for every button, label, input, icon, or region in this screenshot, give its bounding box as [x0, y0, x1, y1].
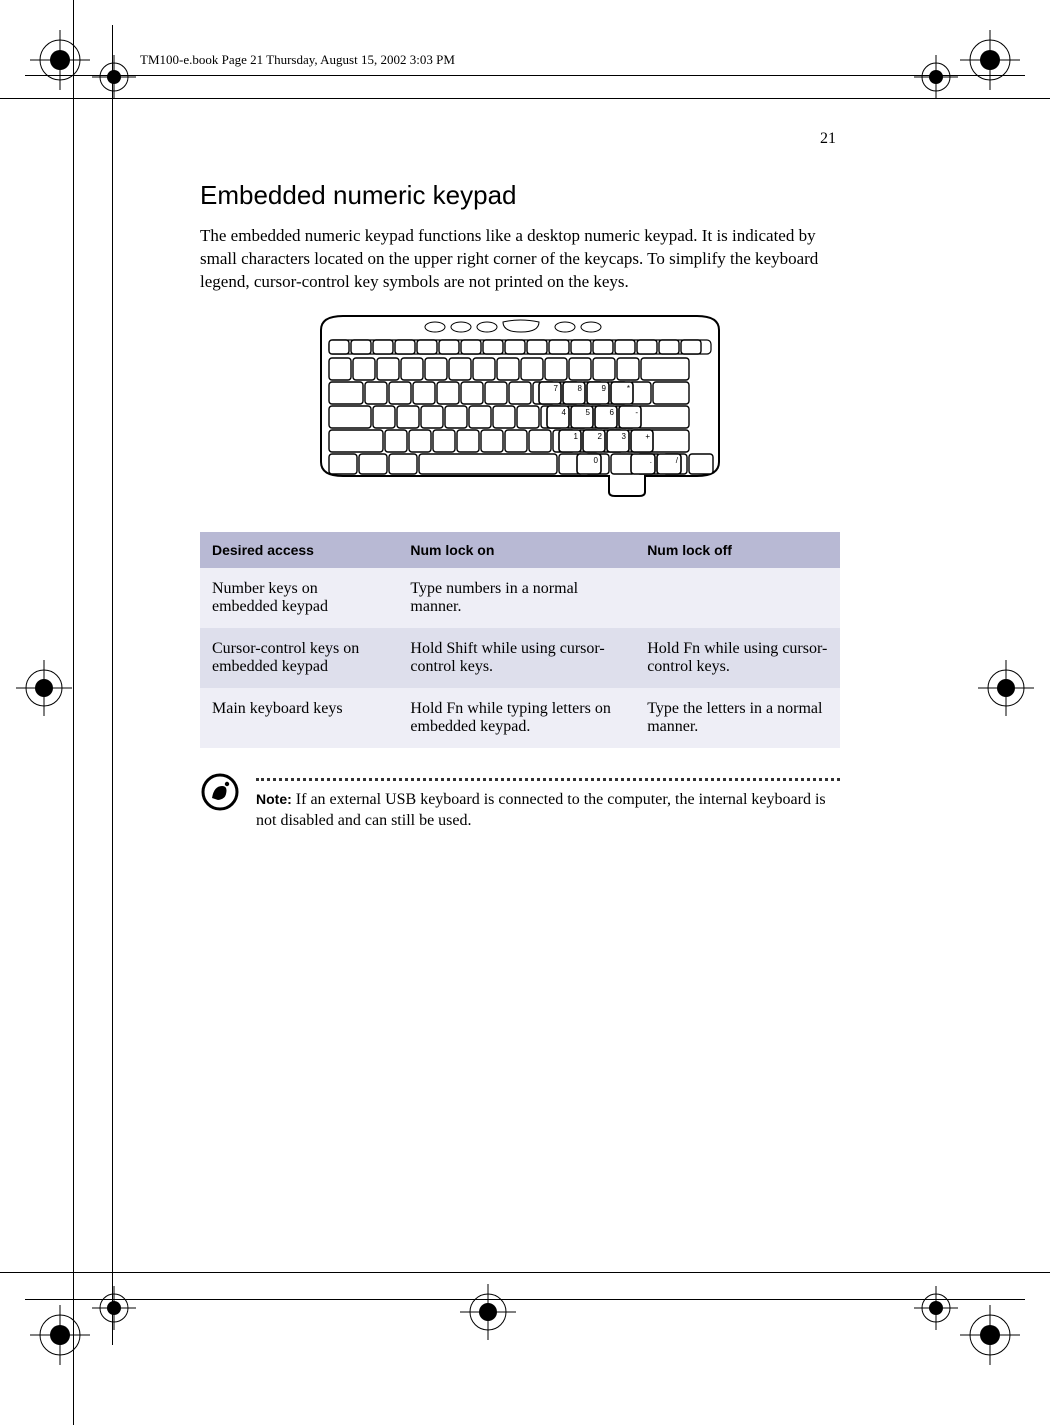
table-cell: Hold Fn while typing letters on embedded… — [398, 688, 635, 748]
table-header: Desired access — [200, 532, 398, 568]
table-cell: Type numbers in a normal manner. — [398, 568, 635, 628]
table-cell: Hold Fn while using cursor-control keys. — [635, 628, 840, 688]
table-cell — [635, 568, 840, 628]
table-row: Main keyboard keys Hold Fn while typing … — [200, 688, 840, 748]
crop-line-h-bot-inner — [25, 1299, 1025, 1300]
table-cell: Number keys on embedded keypad — [200, 568, 398, 628]
table-header: Num lock off — [635, 532, 840, 568]
crop-line-v-outer — [73, 0, 74, 1425]
crop-line-h-top-inner — [25, 75, 1025, 76]
page-content: Embedded numeric keypad The embedded num… — [200, 180, 840, 832]
svg-text:9: 9 — [602, 384, 607, 393]
table-header: Num lock on — [398, 532, 635, 568]
svg-text:3: 3 — [622, 432, 627, 441]
reg-mark-mid-right — [978, 660, 1034, 716]
svg-text:*: * — [627, 384, 630, 393]
table-cell: Hold Shift while using cursor-control ke… — [398, 628, 635, 688]
reg-mark-bot-center — [460, 1284, 516, 1340]
table-row: Number keys on embedded keypad Type numb… — [200, 568, 840, 628]
intro-paragraph: The embedded numeric keypad functions li… — [200, 225, 840, 294]
note-text: Note: If an external USB keyboard is con… — [256, 789, 840, 832]
svg-text:1: 1 — [574, 432, 579, 441]
svg-text:2: 2 — [598, 432, 603, 441]
reg-mark-bot-left — [30, 1305, 90, 1365]
svg-text:-: - — [635, 408, 638, 417]
keyboard-illustration: 789*456-123+0./ — [200, 312, 840, 502]
svg-text:5: 5 — [586, 408, 591, 417]
svg-text:.: . — [650, 456, 652, 465]
note-body: If an external USB keyboard is connected… — [256, 791, 826, 830]
svg-text:8: 8 — [578, 384, 583, 393]
table-header-row: Desired access Num lock on Num lock off — [200, 532, 840, 568]
note-icon — [200, 772, 240, 812]
crop-line-v-inner — [112, 25, 113, 1345]
reg-mark-bot-right — [960, 1305, 1020, 1365]
reg-mark-bot-right-2 — [914, 1286, 958, 1330]
svg-text:0: 0 — [594, 456, 599, 465]
crop-line-h-bot-outer — [0, 1272, 1050, 1273]
svg-text:6: 6 — [610, 408, 615, 417]
reg-mark-bot-left-2 — [92, 1286, 136, 1330]
table-cell: Type the letters in a normal manner. — [635, 688, 840, 748]
crop-line-h-top-outer — [0, 98, 1050, 99]
svg-text:+: + — [645, 432, 650, 441]
reg-mark-top-left-2 — [92, 55, 136, 99]
note-rule — [256, 778, 840, 781]
svg-text:7: 7 — [554, 384, 559, 393]
note-label: Note: — [256, 791, 292, 807]
page-runner: TM100-e.book Page 21 Thursday, August 15… — [140, 52, 455, 68]
section-title: Embedded numeric keypad — [200, 180, 840, 211]
reg-mark-top-right-2 — [914, 55, 958, 99]
page-number: 21 — [820, 130, 836, 148]
reg-mark-top-left — [30, 30, 90, 90]
note-block: Note: If an external USB keyboard is con… — [200, 778, 840, 832]
table-row: Cursor-control keys on embedded keypad H… — [200, 628, 840, 688]
reg-mark-top-right — [960, 30, 1020, 90]
svg-text:4: 4 — [562, 408, 567, 417]
keypad-table: Desired access Num lock on Num lock off … — [200, 532, 840, 748]
table-cell: Cursor-control keys on embedded keypad — [200, 628, 398, 688]
reg-mark-mid-left — [16, 660, 72, 716]
table-cell: Main keyboard keys — [200, 688, 398, 748]
